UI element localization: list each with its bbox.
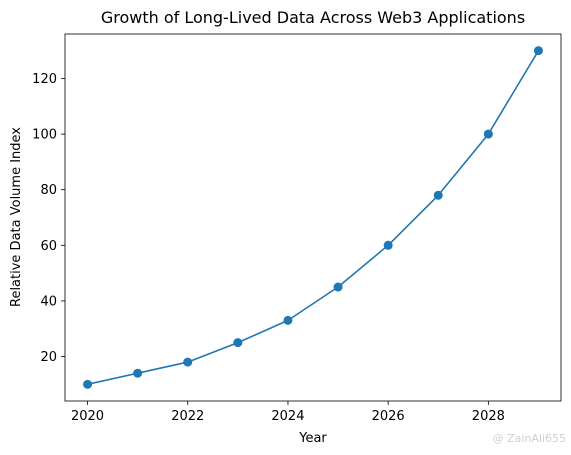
watermark-text: @ ZainAli655: [493, 432, 566, 445]
data-point: [233, 338, 243, 348]
y-tick-label: 80: [40, 183, 57, 198]
data-point: [183, 357, 193, 367]
data-point: [383, 240, 393, 250]
plot-area: 2020 2022 2024 2026 2028 20 40 60 80 100 120: [32, 33, 562, 424]
y-tick-label: 60: [40, 239, 57, 254]
chart-title: Growth of Long-Lived Data Across Web3 Ap…: [101, 8, 525, 27]
x-tick-label: 2022: [171, 409, 204, 424]
series-line: [87, 50, 540, 386]
x-tick-label: 2028: [472, 409, 505, 424]
y-axis-title: Relative Data Volume Index: [9, 127, 24, 307]
data-point: [333, 282, 343, 292]
x-tick-label: 2026: [372, 409, 405, 424]
data-point: [83, 379, 93, 389]
y-tick-label: 100: [32, 128, 57, 143]
y-tick-label: 40: [40, 294, 57, 309]
axes-frame: [64, 33, 562, 402]
y-tick-label: 120: [32, 72, 57, 87]
data-point: [483, 129, 493, 139]
x-tick-label: 2024: [271, 409, 304, 424]
data-point: [283, 315, 293, 325]
y-tick-label: 20: [40, 350, 57, 365]
x-axis-title: Year: [298, 431, 327, 446]
data-point: [133, 368, 143, 378]
data-point: [533, 46, 543, 56]
data-point: [433, 190, 443, 200]
x-tick-label: 2020: [71, 409, 104, 424]
